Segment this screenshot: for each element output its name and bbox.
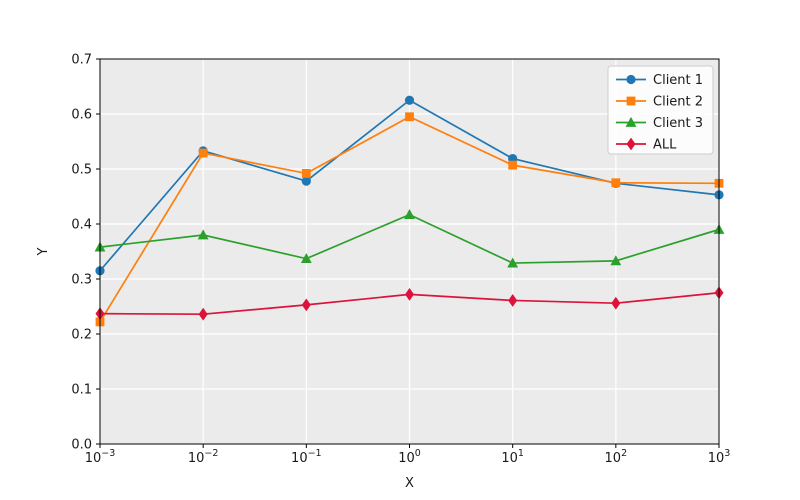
x-tick-label: 10−3 (85, 448, 116, 466)
legend-item-client-2: Client 2 (616, 95, 703, 110)
marker-circle-client-1 (404, 95, 415, 105)
legend-label: Client 1 (653, 73, 703, 88)
y-tick-label: 0.6 (71, 108, 92, 123)
x-axis: 10−3 10−2 10−1 100 101 102 103 (85, 444, 731, 466)
x-tick-label: 103 (708, 448, 731, 466)
y-axis-label: Y (36, 247, 51, 256)
x-tick-label: 100 (398, 448, 421, 466)
marker-square-client-2 (198, 148, 208, 158)
y-tick-label: 0.2 (71, 328, 92, 343)
y-tick-label: 0.7 (71, 53, 92, 68)
legend-marker-circle (626, 74, 636, 85)
legend-item-all: ALL (616, 138, 677, 153)
legend-item-client-3: Client 3 (616, 116, 703, 131)
marker-triangle-client-3 (610, 255, 622, 266)
legend-marker-square (626, 96, 636, 106)
legend-marker-triangle (625, 116, 637, 127)
x-axis-label: X (405, 476, 414, 491)
marker-square-client-2 (611, 178, 621, 188)
legend-label: Client 3 (653, 116, 703, 131)
marker-triangle-client-3 (507, 257, 519, 268)
marker-square-client-2 (405, 112, 414, 122)
marker-triangle-client-3 (300, 253, 312, 264)
series-all (95, 286, 724, 321)
marker-diamond-all (611, 296, 621, 310)
y-tick-label: 0.3 (71, 273, 92, 288)
legend-box (607, 65, 714, 155)
legend-item-client-1: Client 1 (616, 73, 703, 88)
marker-triangle-client-3 (197, 229, 209, 240)
y-tick-label: 0.4 (71, 218, 92, 233)
y-tick-label: 0.1 (71, 383, 92, 398)
legend: Client 1 Client 2 Client 3 ALL (607, 65, 714, 155)
y-axis: 0.0 0.1 0.2 0.3 0.4 0.5 0.6 0.7 (71, 53, 100, 453)
marker-diamond-all (508, 294, 518, 307)
y-tick-label: 0.0 (71, 438, 92, 453)
y-tick-label: 0.5 (71, 163, 92, 178)
x-tick-label: 10−2 (188, 448, 219, 466)
x-tick-label: 10−1 (291, 448, 322, 466)
x-tick-label: 101 (501, 448, 524, 466)
marker-diamond-all (405, 288, 414, 301)
marker-circle-client-1 (301, 176, 311, 186)
legend-label: ALL (653, 138, 677, 153)
marker-diamond-all (301, 298, 311, 312)
marker-diamond-all (198, 307, 208, 321)
marker-triangle-client-3 (404, 209, 415, 220)
legend-label: Client 2 (653, 95, 703, 110)
legend-marker-diamond (626, 137, 636, 151)
x-tick-label: 102 (605, 448, 628, 466)
marker-square-client-2 (508, 160, 518, 170)
marker-square-client-2 (301, 169, 311, 178)
